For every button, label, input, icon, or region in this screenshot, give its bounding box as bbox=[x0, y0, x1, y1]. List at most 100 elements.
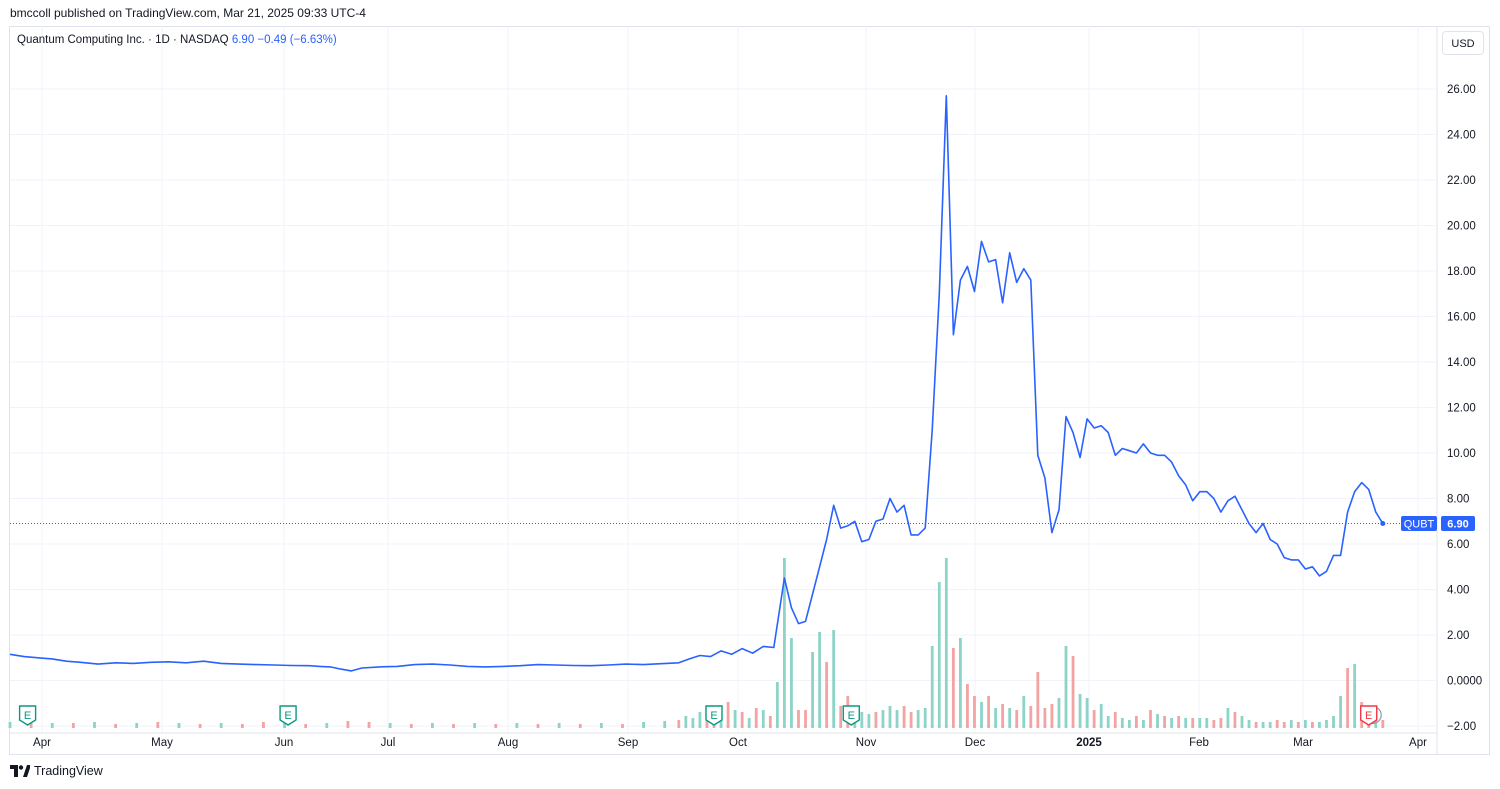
volume-bar bbox=[1191, 718, 1195, 728]
earnings-marker-label: E bbox=[284, 710, 291, 722]
volume-bar bbox=[811, 652, 814, 728]
volume-bar bbox=[937, 582, 941, 728]
volume-bar bbox=[881, 710, 885, 728]
volume-bar bbox=[1339, 696, 1342, 728]
volume-bar bbox=[177, 723, 181, 728]
price-badge-label: 6.90 bbox=[1447, 519, 1468, 531]
volume-bar bbox=[1008, 708, 1012, 728]
volume-bar bbox=[663, 721, 667, 728]
volume-bar bbox=[198, 724, 202, 728]
volume-bar bbox=[818, 632, 821, 728]
y-tick-label: 24.00 bbox=[1447, 130, 1476, 142]
volume-bar bbox=[1057, 698, 1061, 728]
x-tick-label: 2025 bbox=[1076, 737, 1102, 749]
symbol-badge-label: QUBT bbox=[1404, 519, 1435, 531]
y-tick-label: 8.00 bbox=[1447, 494, 1469, 506]
volume-bar bbox=[93, 722, 96, 728]
earnings-marker-icon[interactable] bbox=[279, 705, 297, 726]
volume-bar bbox=[1106, 716, 1110, 728]
volume-bar bbox=[388, 723, 392, 728]
volume-bar bbox=[698, 712, 702, 728]
volume-bar bbox=[1318, 722, 1321, 728]
volume-bar bbox=[515, 723, 519, 728]
y-tick-label: 0.0000 bbox=[1447, 676, 1482, 688]
volume-bar bbox=[944, 558, 948, 728]
x-tick-label: Aug bbox=[498, 737, 518, 749]
volume-bar bbox=[1184, 718, 1188, 728]
volume-bar bbox=[8, 722, 12, 728]
volume-bar bbox=[536, 724, 540, 728]
volume-bar bbox=[973, 696, 976, 728]
volume-bar bbox=[1198, 718, 1202, 728]
volume-bar bbox=[156, 722, 160, 728]
volume-bar bbox=[1022, 696, 1026, 728]
volume-bar bbox=[1332, 716, 1335, 728]
volume-bar bbox=[951, 648, 955, 728]
price-line[interactable] bbox=[9, 95, 1384, 672]
volume-bar bbox=[740, 712, 744, 728]
volume-bar bbox=[1127, 720, 1131, 728]
volume-bar bbox=[1170, 718, 1173, 728]
volume-bar bbox=[1254, 722, 1258, 728]
tradingview-logo-icon bbox=[10, 765, 30, 777]
volume-bar bbox=[71, 723, 75, 728]
volume-bar bbox=[1226, 708, 1230, 728]
volume-bar bbox=[1240, 716, 1244, 728]
volume-bar bbox=[825, 662, 829, 728]
symbol-legend: Quantum Computing Inc. · 1D · NASDAQ 6.9… bbox=[17, 34, 337, 46]
volume-bar bbox=[804, 710, 807, 728]
earnings-marker-icon[interactable] bbox=[705, 705, 723, 726]
volume-bar bbox=[1212, 720, 1216, 728]
volume-bar bbox=[1163, 716, 1166, 728]
volume-bar bbox=[726, 702, 730, 728]
volume-bar bbox=[754, 708, 758, 728]
volume-bar bbox=[1325, 720, 1328, 728]
x-tick-label: Mar bbox=[1293, 737, 1313, 749]
earnings-marker-icon[interactable] bbox=[18, 705, 37, 726]
volume-bar bbox=[1353, 664, 1357, 728]
volume-bar bbox=[135, 723, 139, 728]
volume-bar bbox=[733, 710, 737, 728]
currency-button[interactable]: USD bbox=[1442, 31, 1484, 55]
volume-bar bbox=[578, 724, 582, 728]
volume-bar bbox=[761, 710, 765, 728]
volume-bar bbox=[29, 722, 33, 728]
x-tick-label: Nov bbox=[856, 737, 877, 749]
earnings-marker-icon[interactable] bbox=[1360, 705, 1378, 726]
volume-bar bbox=[50, 723, 54, 728]
legend-separator: · bbox=[173, 34, 177, 46]
volume-bar bbox=[1092, 710, 1096, 728]
volume-bar bbox=[1205, 718, 1209, 728]
volume-bar bbox=[1085, 698, 1089, 728]
volume-bar bbox=[283, 723, 286, 728]
volume-bar bbox=[705, 718, 709, 728]
volume-bar bbox=[304, 724, 308, 728]
symbol-name[interactable]: Quantum Computing Inc. bbox=[17, 34, 145, 46]
volume-bar bbox=[1219, 718, 1223, 728]
y-tick-label: 14.00 bbox=[1447, 357, 1476, 369]
last-price-dot bbox=[1380, 521, 1386, 527]
volume-bar bbox=[684, 716, 688, 728]
volume-bar bbox=[325, 723, 329, 728]
interval-label[interactable]: 1D bbox=[155, 34, 170, 46]
volume-bar bbox=[262, 722, 265, 728]
volume-bar bbox=[1078, 694, 1082, 728]
tradingview-footer[interactable]: TradingView bbox=[10, 764, 103, 778]
x-tick-label: Apr bbox=[1409, 737, 1427, 749]
x-tick-label: May bbox=[151, 737, 173, 749]
volume-bar bbox=[599, 723, 603, 728]
volume-bar bbox=[1303, 720, 1307, 728]
earnings-marker-icon[interactable] bbox=[842, 705, 860, 726]
volume-bar bbox=[1149, 710, 1152, 728]
exchange-label: NASDAQ bbox=[180, 34, 229, 46]
x-tick-label: Jun bbox=[275, 737, 294, 749]
volume-bar bbox=[1120, 718, 1124, 728]
volume-bar bbox=[1142, 720, 1145, 728]
symbol-badge bbox=[1401, 516, 1437, 532]
legend-separator: · bbox=[148, 34, 152, 46]
price-change: −0.49 bbox=[257, 34, 287, 46]
volume-bar bbox=[1275, 720, 1279, 728]
volume-bar bbox=[832, 630, 836, 728]
y-tick-label: 26.00 bbox=[1447, 84, 1476, 96]
